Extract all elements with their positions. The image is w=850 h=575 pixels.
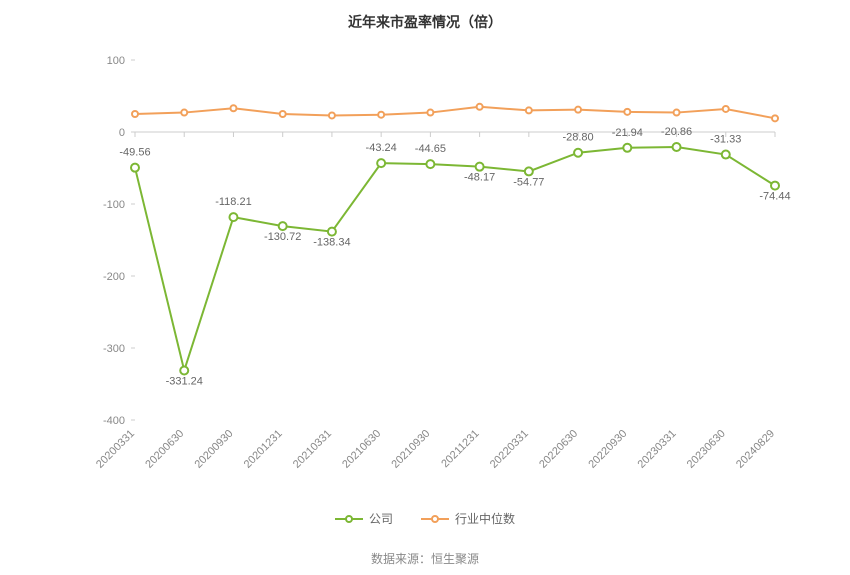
svg-text:-43.24: -43.24 [366, 142, 397, 154]
legend-label: 公司 [369, 510, 393, 527]
svg-text:-118.21: -118.21 [215, 196, 252, 208]
legend-label: 行业中位数 [455, 510, 515, 527]
svg-text:-44.65: -44.65 [415, 143, 446, 155]
legend-item-company[interactable]: 公司 [335, 510, 393, 527]
svg-text:20200630: 20200630 [143, 428, 186, 471]
svg-text:20220331: 20220331 [488, 428, 531, 471]
svg-text:20200930: 20200930 [192, 428, 235, 471]
svg-text:20200331: 20200331 [94, 428, 137, 471]
svg-text:-331.24: -331.24 [166, 375, 203, 387]
svg-text:-130.72: -130.72 [264, 231, 301, 243]
svg-text:-28.80: -28.80 [562, 132, 593, 144]
svg-text:0: 0 [119, 127, 125, 139]
svg-text:20220930: 20220930 [586, 428, 629, 471]
svg-text:20210331: 20210331 [291, 428, 334, 471]
svg-text:20240829: 20240829 [734, 428, 777, 471]
chart-legend: 公司 行业中位数 [0, 510, 850, 530]
svg-text:-100: -100 [103, 199, 125, 211]
legend-swatch-icon [335, 513, 363, 525]
svg-text:-31.33: -31.33 [710, 134, 741, 146]
svg-text:-138.34: -138.34 [313, 237, 350, 249]
svg-text:20201231: 20201231 [242, 428, 285, 471]
chart-source: 数据来源：恒生聚源 [0, 550, 850, 567]
pe-ratio-chart: 近年来市盈率情况（倍） 1000-100-200-300-40020200331… [0, 0, 850, 575]
svg-text:20210630: 20210630 [340, 428, 383, 471]
legend-swatch-icon [421, 513, 449, 525]
svg-text:-48.17: -48.17 [464, 172, 495, 184]
svg-text:-20.86: -20.86 [661, 126, 692, 138]
chart-plot: 1000-100-200-300-40020200331202006302020… [0, 0, 850, 575]
svg-text:-74.44: -74.44 [759, 191, 790, 203]
svg-text:20230630: 20230630 [685, 428, 728, 471]
svg-text:-200: -200 [103, 271, 125, 283]
svg-text:100: 100 [107, 55, 125, 67]
svg-text:20230331: 20230331 [636, 428, 679, 471]
svg-text:-21.94: -21.94 [612, 127, 643, 139]
svg-text:-54.77: -54.77 [513, 176, 544, 188]
legend-item-industry_median[interactable]: 行业中位数 [421, 510, 515, 527]
svg-text:20211231: 20211231 [439, 428, 482, 471]
svg-text:-49.56: -49.56 [119, 147, 150, 159]
svg-text:20210930: 20210930 [389, 428, 432, 471]
svg-text:-300: -300 [103, 343, 125, 355]
svg-text:-400: -400 [103, 415, 125, 427]
svg-text:20220630: 20220630 [537, 428, 580, 471]
